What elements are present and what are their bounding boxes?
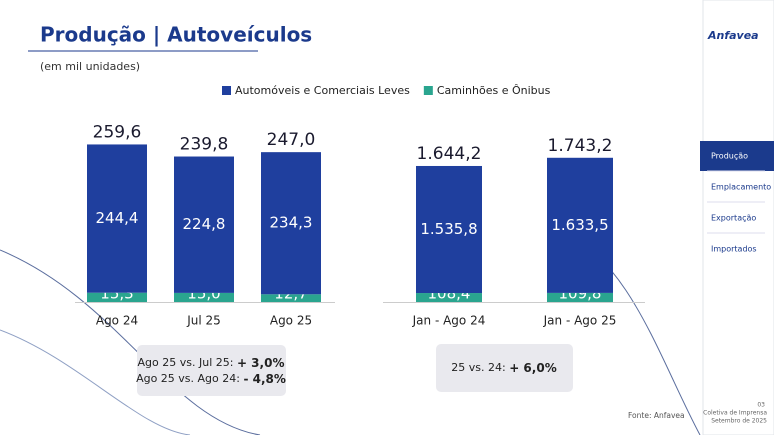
value-label: 234,3 — [270, 214, 313, 232]
legend-label: Automóveis e Comerciais Leves — [235, 84, 410, 97]
bar-segment — [87, 292, 147, 302]
legend-swatch — [423, 86, 433, 95]
subtitle: (em mil unidades) — [40, 60, 140, 73]
bar-segment — [261, 294, 321, 302]
value-label: 224,8 — [183, 215, 226, 233]
comparison-value: + 3,0% — [237, 356, 285, 370]
bar-segment — [87, 144, 147, 293]
x-tick-label: Ago 25 — [270, 314, 312, 328]
bar-segment — [547, 157, 613, 293]
bar-segment — [174, 156, 234, 293]
comparison: Ago 25 vs. Ago 24: - 4,8% — [136, 372, 286, 386]
source: Fonte: Anfavea — [628, 411, 685, 420]
nav-item[interactable]: Importados — [711, 245, 757, 254]
x-tick-label: Jan - Ago 25 — [543, 314, 617, 328]
comparison-value: - 4,8% — [243, 372, 285, 386]
comparison: 25 vs. 24: + 6,0% — [451, 361, 556, 375]
comparison-value: + 6,0% — [509, 361, 557, 375]
total-label: 247,0 — [267, 130, 316, 150]
value-label: 244,4 — [96, 209, 139, 227]
footer-date: Setembro de 2025 — [711, 418, 767, 425]
logo: Anfavea — [707, 29, 759, 42]
value-label: 1.633,5 — [551, 216, 608, 234]
comparison-box — [436, 344, 573, 392]
legend-swatch — [222, 86, 231, 95]
bar-segment — [261, 152, 321, 295]
bar-segment — [416, 165, 482, 294]
comparison-label: Ago 25 vs. Ago 24: — [136, 372, 243, 385]
total-label: 239,8 — [180, 135, 229, 155]
comparison: Ago 25 vs. Jul 25: + 3,0% — [138, 356, 285, 370]
nav-active — [700, 141, 774, 171]
comparison-label: Ago 25 vs. Jul 25: — [138, 356, 237, 369]
x-tick-label: Jan - Ago 24 — [412, 314, 486, 328]
total-label: 1.743,2 — [548, 136, 613, 156]
nav-item[interactable]: Exportação — [711, 214, 756, 223]
bar-segment — [174, 292, 234, 302]
comparison-label: 25 vs. 24: — [451, 361, 509, 374]
bar-segment — [416, 293, 482, 302]
footer-event: Coletiva de Imprensa — [703, 410, 767, 417]
total-label: 259,6 — [93, 123, 142, 143]
x-tick-label: Ago 24 — [96, 314, 138, 328]
title: Produção | Autoveículos — [40, 23, 312, 47]
total-label: 1.644,2 — [417, 144, 482, 164]
nav-item[interactable]: Emplacamento — [711, 183, 771, 192]
comparison-box — [137, 345, 286, 396]
value-label: 1.535,8 — [420, 220, 477, 238]
legend-label: Caminhões e Ônibus — [437, 84, 551, 97]
page-number: 03 — [757, 402, 765, 409]
decor-curve — [0, 329, 191, 435]
nav-item[interactable]: Produção — [711, 152, 748, 161]
sidebar — [702, 0, 774, 435]
x-tick-label: Jul 25 — [186, 314, 221, 328]
bar-segment — [547, 292, 613, 302]
